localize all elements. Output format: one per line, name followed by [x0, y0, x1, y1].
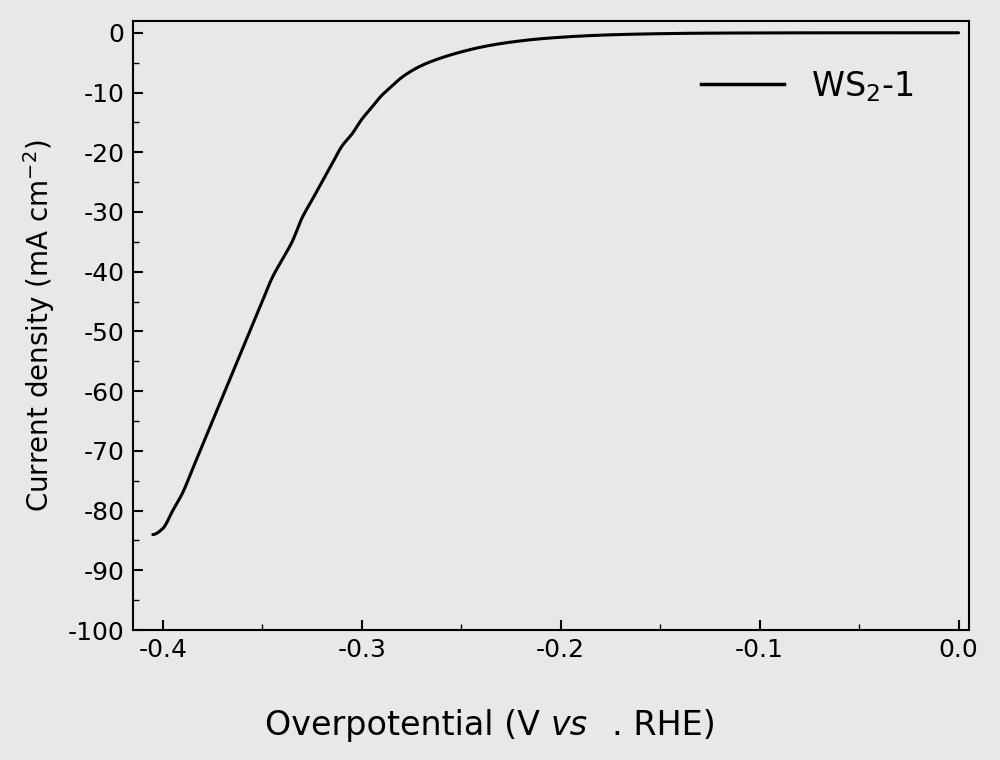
- Y-axis label: Current density (mA cm$^{-2}$): Current density (mA cm$^{-2}$): [21, 139, 57, 511]
- Text: vs: vs: [551, 709, 588, 743]
- Text: . RHE): . RHE): [612, 709, 716, 743]
- Text: Overpotential (V: Overpotential (V: [265, 709, 551, 743]
- Legend: WS$_2$-1: WS$_2$-1: [688, 55, 927, 117]
